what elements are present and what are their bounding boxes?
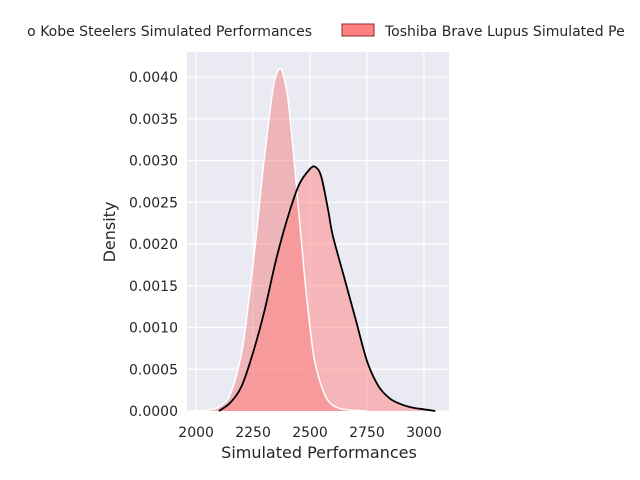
density-areas <box>196 67 436 412</box>
y-tick-label-6: 0.0030 <box>129 154 178 170</box>
x-tick-label-2: 2500 <box>292 425 328 441</box>
legend-swatch-series-2 <box>341 23 375 37</box>
density-line-series-2 <box>218 165 436 412</box>
legend-label-series-2: Toshiba Brave Lupus Simulated Pe <box>384 24 625 40</box>
y-tick-label-8: 0.0040 <box>129 70 178 86</box>
x-axis-label: Simulated Performances <box>221 443 417 462</box>
x-axis-ticks: 2000 2250 2500 2750 3000 <box>178 425 441 441</box>
x-tick-label-3: 2750 <box>349 425 385 441</box>
x-tick-label-0: 2000 <box>178 425 214 441</box>
y-tick-label-5: 0.0025 <box>129 195 178 211</box>
y-axis-label: Density <box>100 202 119 263</box>
y-tick-label-1: 0.0005 <box>129 362 178 378</box>
x-tick-label-4: 3000 <box>406 425 442 441</box>
y-axis-ticks: 0.0000 0.0005 0.0010 0.0015 0.0020 0.0025 0.00… <box>129 70 178 420</box>
density-line-series-1 <box>196 67 368 412</box>
x-tick-label-1: 2250 <box>235 425 271 441</box>
legend-label-series-1: o Kobe Steelers Simulated Performances <box>27 24 312 40</box>
y-tick-label-7: 0.0035 <box>129 112 178 128</box>
y-tick-label-4: 0.0020 <box>129 237 178 253</box>
y-tick-label-3: 0.0015 <box>129 279 178 295</box>
density-area-series-2 <box>218 166 436 411</box>
y-tick-label-0: 0.0000 <box>129 404 178 420</box>
legend: o Kobe Steelers Simulated Performances T… <box>27 23 625 40</box>
y-tick-label-2: 0.0010 <box>129 321 178 337</box>
